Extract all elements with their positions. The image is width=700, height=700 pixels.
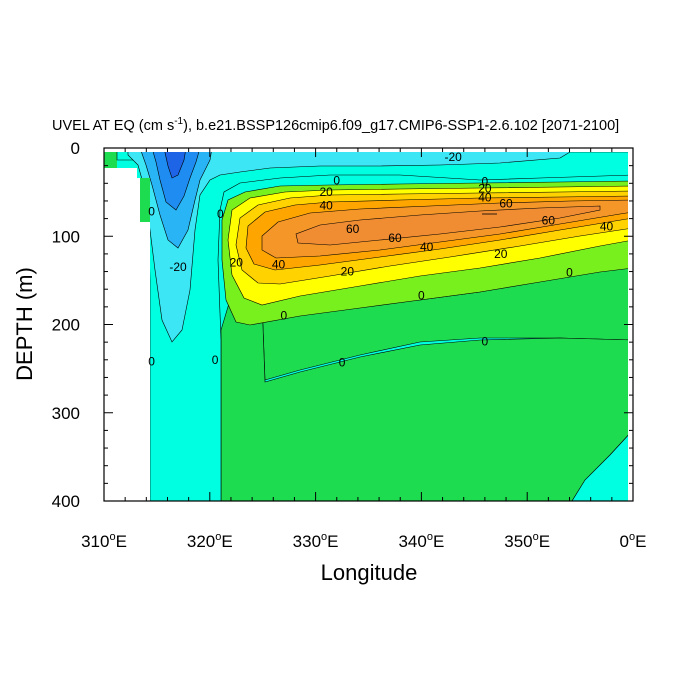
contour-label: 20 (230, 256, 244, 270)
x-axis-label: Longitude (321, 560, 418, 585)
contour-label: 40 (320, 198, 334, 212)
x-tick-label: 350oE (504, 531, 550, 551)
axis-ticks: 310oE 320oE 330oE 340oE 350oE 0oE010020030040… (52, 139, 647, 551)
contour-label: 40 (478, 190, 492, 204)
y-tick-label: 300 (52, 404, 80, 423)
contour-label: 0 (482, 175, 489, 189)
contour-label: 40 (420, 240, 434, 254)
missing-top-edge (104, 148, 633, 152)
contour-label: 40 (600, 220, 614, 234)
x-tick-label: 320oE (187, 531, 233, 551)
region-left-strip (137, 178, 150, 222)
contour-label: 40 (272, 257, 286, 271)
region-gt-60 (295, 205, 601, 246)
contour-label: 0 (148, 205, 155, 219)
region-left-0-10 (104, 148, 117, 168)
contour-label: 0 (333, 174, 340, 188)
contour-label: 60 (542, 213, 556, 227)
x-tick-label: 340oE (398, 531, 444, 551)
contour-label: 0 (217, 207, 224, 221)
plot-area (104, 148, 633, 501)
x-tick-label: 0oE (620, 531, 647, 551)
y-tick-label: 0 (71, 139, 80, 158)
contour-label: 0 (418, 288, 425, 302)
contour-label: 60 (499, 197, 513, 211)
contour-label: 20 (341, 265, 355, 279)
contour-label: 0 (212, 353, 219, 367)
region-neg40-neg30 (151, 148, 201, 211)
contour-label: 20 (320, 185, 334, 199)
contour-label: -20 (444, 150, 462, 164)
contour-label: 20 (494, 247, 508, 261)
y-tick-label: 100 (52, 227, 80, 246)
region-lt-neg40 (163, 148, 187, 179)
contour-label: 0 (482, 334, 489, 348)
contour-label: 60 (346, 222, 360, 236)
region-deep-right-cyan (571, 429, 633, 501)
contour-label: 0 (281, 309, 288, 323)
x-tick-label: 330oE (293, 531, 339, 551)
missing-data-region (104, 168, 150, 501)
x-tick-label: 310oE (81, 531, 127, 551)
contour-label: 0 (148, 355, 155, 369)
y-axis-label: DEPTH (m) (12, 267, 37, 381)
contour-label: 60 (388, 231, 402, 245)
contour-label: -20 (169, 260, 187, 274)
y-tick-label: 200 (52, 316, 80, 335)
contour-label: 0 (339, 355, 346, 369)
chart-title: UVEL AT EQ (cm s-1), b.e21.BSSP126cmip6.… (52, 116, 619, 134)
contour-label: 20 (478, 182, 492, 196)
contour-label: 0 (566, 265, 573, 279)
y-tick-label: 400 (52, 492, 80, 511)
